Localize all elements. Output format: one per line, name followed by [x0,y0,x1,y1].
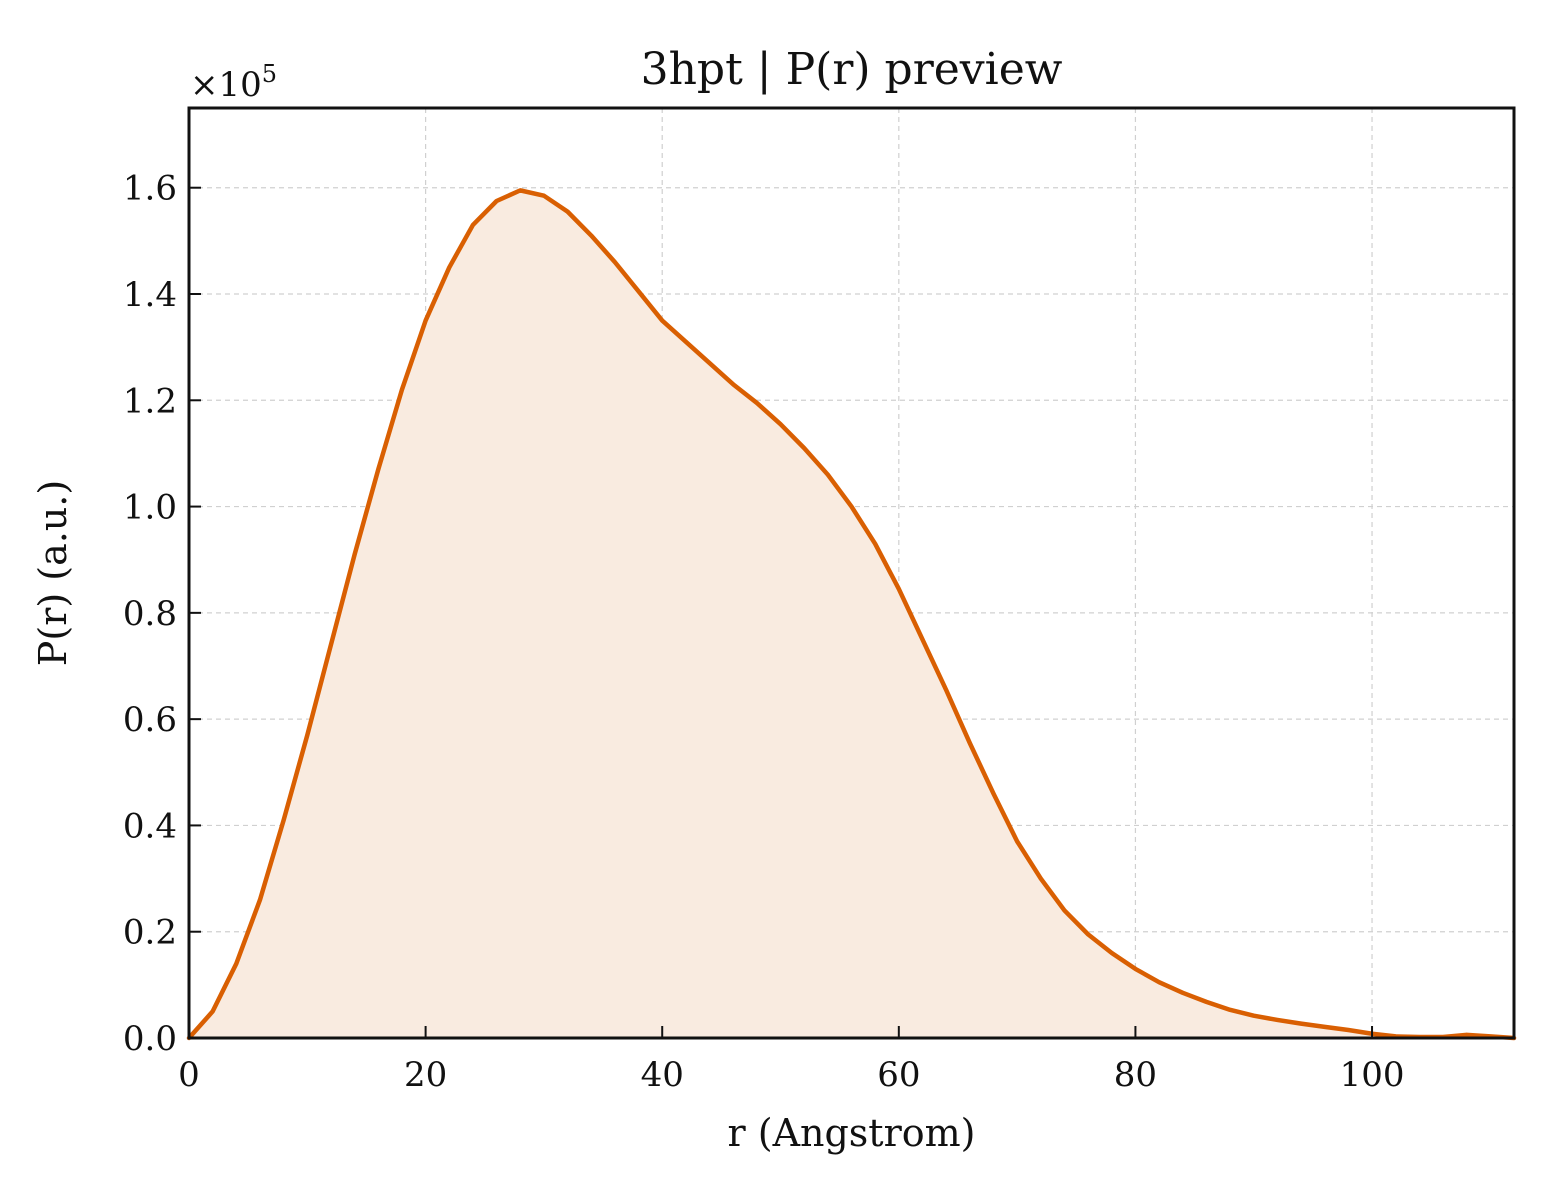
x-tick-label: 80 [1114,1055,1157,1095]
y-tick-label: 0.6 [123,700,177,740]
ticks: 0 20 40 60 80 100 0.0 0.2 0.4 0.6 0.8 1.0 1.2 1.4 1.6 [123,169,1405,1095]
y-tick-label: 1.6 [123,169,177,209]
y-tick-label: 0.2 [123,913,177,953]
x-tick-label: 60 [877,1055,920,1095]
y-multiplier-base: ×10 [190,65,262,105]
y-tick-label: 0.4 [123,806,177,846]
y-multiplier-exponent: 5 [262,60,277,88]
series-line [186,188,1517,1041]
x-tick-label: 0 [178,1055,200,1095]
y-tick-label: 0.0 [123,1019,177,1059]
y-tick-label: 1.4 [123,275,177,315]
x-axis-label: r (Angstrom) [728,1111,976,1155]
plot-frame [187,106,1516,1040]
y-tick-label: 1.2 [123,381,177,421]
x-tick-label: 40 [641,1055,684,1095]
y-axis-label: P(r) (a.u.) [31,480,75,666]
x-tick-label: 20 [404,1055,447,1095]
x-tick-label: 100 [1340,1055,1405,1095]
area-fill [189,190,1514,1038]
chart-title: 3hpt | P(r) preview [641,44,1063,95]
y-tick-label: 0.8 [123,594,177,634]
y-tick-label: 1.0 [123,488,177,528]
y-axis-multiplier: ×105 [190,60,277,105]
